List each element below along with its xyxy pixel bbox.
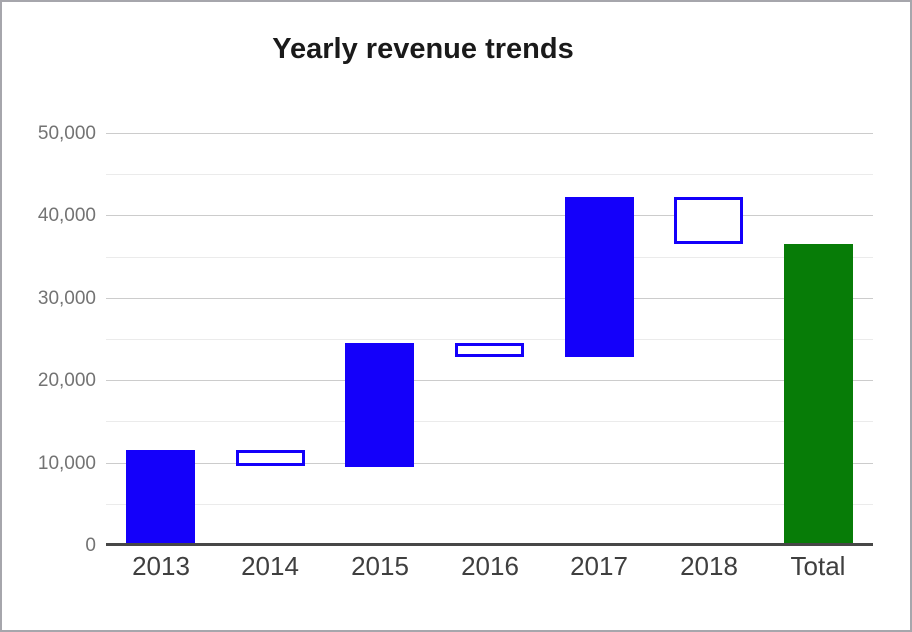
y-axis-tick-label-20000: 20,000 [37,370,96,391]
y-axis-tick-label-10000: 10,000 [37,453,96,474]
minor-gridline-25000 [106,339,873,340]
major-gridline-50000 [106,133,873,134]
chart-title: Yearly revenue trends [272,33,574,65]
minor-gridline-45000 [106,174,873,175]
x-axis-label-2015: 2015 [351,551,409,581]
waterfall-bar-2015[interactable] [345,343,414,467]
major-gridline-20000 [106,380,873,381]
major-gridline-30000 [106,298,873,299]
x-axis-label-total: Total [790,551,846,581]
x-axis-label-2018: 2018 [680,551,738,581]
waterfall-bar-2016[interactable] [455,343,524,357]
waterfall-bar-2013[interactable] [126,450,195,545]
major-gridline-40000 [106,215,873,216]
x-axis-label-2016: 2016 [461,551,519,581]
minor-gridline-15000 [106,421,873,422]
x-axis-label-2014: 2014 [241,551,299,581]
minor-gridline-35000 [106,257,873,258]
y-axis-tick-label-0: 0 [85,535,96,556]
minor-gridline-5000 [106,504,873,505]
x-axis-label-2017: 2017 [570,551,628,581]
y-axis-tick-label-30000: 30,000 [37,288,96,309]
waterfall-bar-2014[interactable] [236,450,305,466]
waterfall-bar-2017[interactable] [565,197,634,357]
y-axis-tick-label-50000: 50,000 [37,123,96,144]
waterfall-bar-total[interactable] [784,244,853,545]
x-axis-baseline [106,543,873,546]
y-axis-tick-label-40000: 40,000 [37,205,96,226]
x-axis-label-2013: 2013 [132,551,190,581]
major-gridline-10000 [106,463,873,464]
waterfall-bar-2018[interactable] [674,197,743,244]
